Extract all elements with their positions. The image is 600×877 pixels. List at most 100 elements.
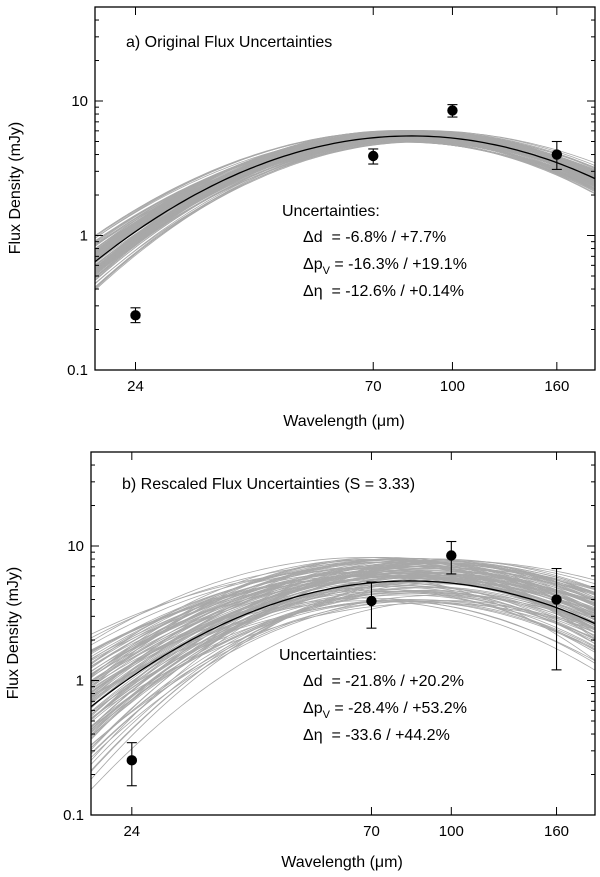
panel-a-annotation-line-pv-sub: V (323, 265, 331, 277)
panel-b-annotation-line-pv-value: = -28.4% / +53.2% (330, 700, 467, 717)
panel-b-ytick-label: 0.1 (63, 807, 84, 824)
panel-b-mc-curve (91, 562, 595, 728)
panel-a-data-point (130, 310, 141, 321)
panel-b-xtick-label: 160 (544, 823, 569, 840)
panel-b-annotation-line-eta-value: = -33.6 / +44.2% (323, 727, 450, 744)
panel-b-data-point (446, 550, 457, 561)
panel-a-annotation-line-pv: ΔpV = -16.3% / +19.1% (303, 256, 467, 277)
panel-a-annotation-line-eta: Δη = -12.6% / +0.14% (303, 283, 464, 300)
panel-a-mc-curve (95, 140, 595, 273)
panel-b-mc-curve (91, 590, 595, 754)
panel-b-mc-curve (91, 567, 595, 691)
panel-a-xlabel-suffix: ) (399, 413, 404, 430)
panel-a-xtick-label: 160 (544, 378, 569, 395)
panel-b-annotation-line-d-symbol: Δd (303, 673, 323, 690)
panel-b-data-point (126, 755, 138, 766)
panel-b-data-point (366, 595, 377, 607)
panel-b-mc-curve (91, 576, 595, 683)
panel-a-annotation-line-pv-symbol: Δp (303, 256, 323, 273)
panel-b-mc-curve (91, 600, 595, 790)
panel-a-mc-curve (95, 140, 595, 273)
panel-b-mc-curve (91, 588, 595, 693)
panel-a-annotation-line-pv-value: = -16.3% / +19.1% (330, 256, 467, 273)
panel-b-annotation: Uncertainties: Δd = -21.8% / +20.2% ΔpV … (279, 647, 467, 744)
panel-b-annotation-line-pv-sub: V (323, 709, 331, 721)
panel-b-frame (90, 451, 596, 816)
panel-b-xlabel-prefix: Wavelength ( (281, 854, 375, 871)
panel-b-mc-curve (91, 561, 595, 669)
panel-b-axes: 0.1 1 10 24 70 100 160 (63, 451, 595, 840)
panel-a-title: a) Original Flux Uncertainties (126, 34, 332, 51)
panel-b-best-fit-curve (91, 580, 595, 708)
panel-a-data-point (551, 149, 563, 160)
panel-b-marks (126, 540, 562, 787)
panel-b-mc-curve (91, 562, 595, 675)
panel-b-mc-curve (91, 563, 595, 705)
panel-b-mc-curve (91, 572, 595, 675)
panel-b-mc-curve (91, 570, 595, 720)
panel-b-title: b) Rescaled Flux Uncertainties (S = 3.33… (122, 476, 415, 493)
panel-b-xlabel: Wavelength (μm) (281, 854, 403, 871)
panel-a-chart: 0.1 1 10 24 70 100 160 a) Original Flux Uncert… (7, 6, 596, 430)
panel-a-annotation-line-d-value: = -6.8% / +7.7% (323, 229, 447, 246)
panel-a-mc-curve (95, 141, 595, 246)
panel-a-xlabel-unit: μm (377, 413, 400, 430)
panel-b-annotation-line-pv-symbol: Δp (303, 700, 323, 717)
panel-b-xtick-label: 24 (123, 823, 140, 840)
panel-b-curves (91, 557, 595, 790)
panel-b-mc-curve (91, 600, 595, 758)
panel-a-ytick-label: 1 (80, 228, 88, 245)
panel-a-curves (95, 130, 595, 291)
panel-b-mc-curve (91, 565, 595, 686)
panel-b-mc-curve (91, 600, 595, 728)
panel-b-mc-curve (91, 594, 595, 746)
panel-b-mc-curve (91, 558, 595, 665)
panel-b-xlabel-unit: μm (375, 854, 398, 871)
panel-a-xlabel-prefix: Wavelength ( (283, 413, 377, 430)
panel-a-data-point (368, 150, 379, 162)
panel-b-chart: 0.1 1 10 24 70 100 160 b) Rescaled Flux Uncert… (5, 451, 596, 871)
panel-b-mc-curve (91, 578, 595, 681)
panel-a-ytick-label: 0.1 (67, 362, 88, 379)
panel-b-mc-curve (91, 568, 595, 635)
panel-b-mc-curve (91, 575, 595, 739)
panel-b-annotation-heading: Uncertainties: (279, 647, 377, 664)
panel-a-xlabel: Wavelength (μm) (283, 413, 405, 430)
panel-b-mc-curve (91, 601, 595, 746)
panel-a-frame (94, 6, 596, 371)
panel-a-mc-curve (95, 130, 595, 250)
panel-a-mc-curve (95, 130, 595, 261)
panel-a-annotation-line-eta-symbol: Δη (303, 283, 323, 300)
panel-a-mc-curve (95, 140, 595, 274)
panel-b-annotation-line-pv: ΔpV = -28.4% / +53.2% (303, 700, 467, 721)
panel-a-xtick-label: 100 (440, 378, 465, 395)
panel-b-mc-curve (91, 597, 595, 690)
panel-a-xtick-label: 70 (365, 378, 382, 395)
panel-a-annotation-line-eta-value: = -12.6% / +0.14% (323, 283, 464, 300)
panel-b-mc-curve (91, 559, 595, 689)
panel-a-annotation-heading: Uncertainties: (282, 203, 380, 220)
panel-a-data-point (447, 105, 458, 116)
panel-b-ylabel: Flux Density (mJy) (5, 567, 22, 699)
panel-a-annotation-line-d: Δd = -6.8% / +7.7% (303, 229, 446, 246)
panel-a-annotation-line-d-symbol: Δd (303, 229, 323, 246)
panel-a-annotation: Uncertainties: Δd = -6.8% / +7.7% ΔpV = … (282, 203, 467, 300)
panel-b-annotation-line-d: Δd = -21.8% / +20.2% (303, 673, 464, 690)
panel-b-mc-curve (91, 590, 595, 713)
panel-b-ytick-label: 1 (76, 673, 84, 690)
panel-b-annotation-line-eta-symbol: Δη (303, 727, 323, 744)
panel-b-data-point (551, 594, 562, 605)
panel-b-xtick-label: 70 (363, 823, 380, 840)
panel-a-axes: 0.1 1 10 24 70 100 160 (67, 6, 595, 395)
panel-b-annotation-line-eta: Δη = -33.6 / +44.2% (303, 727, 450, 744)
panel-a-ylabel: Flux Density (mJy) (7, 122, 24, 254)
panel-a-xtick-label: 24 (127, 378, 144, 395)
panel-b-xlabel-suffix: ) (397, 854, 402, 871)
panel-a-marks (130, 104, 563, 324)
panel-b-xtick-label: 100 (439, 823, 464, 840)
panel-a-best-fit-curve (95, 135, 595, 263)
panel-a-ytick-label: 10 (71, 93, 88, 110)
panel-b-ytick-label: 10 (67, 538, 84, 555)
panel-b-annotation-line-d-value: = -21.8% / +20.2% (323, 673, 464, 690)
